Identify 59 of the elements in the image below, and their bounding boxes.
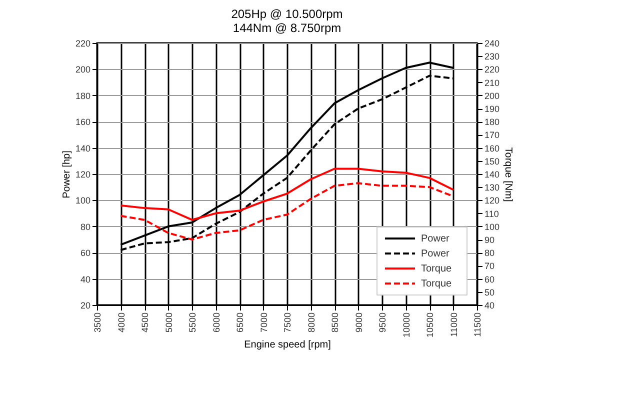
y-tick-label: 100	[75, 196, 90, 206]
x-tick-label: 4000	[116, 312, 126, 333]
x-tick-label: 3500	[92, 312, 102, 333]
line-series	[120, 168, 454, 221]
x-tick-label: 6500	[235, 312, 245, 333]
y2-tick-label: 50	[484, 287, 495, 298]
legend-label: Power	[421, 248, 450, 260]
y2-tick-label: 160	[484, 143, 500, 154]
x-tick-label: 4500	[140, 312, 150, 333]
y2-tick-label: 180	[484, 117, 500, 128]
y-tick-label: 60	[80, 248, 90, 258]
y-tick-label: 160	[75, 117, 90, 128]
y2-tick-label: 240	[484, 38, 500, 48]
y2-tick-label: 190	[484, 104, 500, 114]
y2-tick-label: 80	[484, 248, 495, 258]
y2-tick-label: 100	[484, 222, 500, 232]
x-tick-label: 8500	[330, 312, 340, 333]
x-tick-label: 9500	[378, 312, 388, 333]
x-tick-label: 5500	[188, 312, 198, 333]
y-tick-label: 200	[75, 64, 90, 75]
y2-tick-label: 210	[484, 78, 500, 88]
x-tick-label: 10500	[425, 312, 435, 338]
y2-tick-label: 230	[484, 52, 500, 62]
text: 144Nm @ 8.750rpm	[232, 21, 342, 35]
x-tick-label: 9000	[354, 312, 364, 333]
y-tick-label: 40	[80, 274, 90, 284]
text: 205Hp @ 10.500rpm	[231, 7, 343, 21]
legend-label: Power	[421, 234, 450, 244]
x-tick-label: 6000	[211, 312, 222, 333]
y2-tick-label: 140	[484, 170, 500, 180]
legend-label: Torque	[421, 264, 452, 274]
y2-tick-label: 70	[484, 261, 495, 272]
y-tick-label: 220	[75, 38, 90, 48]
x-axis-title: Engine speed [rpm]	[244, 340, 332, 351]
x-tick-label: 10000	[401, 312, 412, 338]
x-tick-label: 8000	[306, 312, 316, 333]
legend-label: Torque	[421, 278, 452, 290]
x-tick-label: 11000	[448, 312, 459, 337]
y2-tick-label: 220	[484, 64, 500, 75]
x-tick-label: 11500	[472, 312, 482, 337]
y-tick-label: 20	[80, 300, 90, 310]
y2-tick-label: 110	[484, 208, 499, 219]
x-tick-label: 5000	[164, 312, 174, 333]
y2-tick-label: 60	[484, 274, 495, 284]
y2-tick-label: 130	[484, 182, 500, 193]
y-tick-label: 80	[80, 222, 90, 232]
y2-tick-label: 170	[484, 130, 500, 140]
y2-tick-label: 120	[484, 196, 500, 206]
x-tick-label: 7500	[282, 312, 292, 333]
y2-tick-label: 150	[484, 156, 500, 166]
y-tick-label: 120	[75, 170, 90, 180]
y-tick-label: 180	[75, 90, 90, 101]
y2-tick-label: 200	[484, 90, 500, 101]
x-tick-label: 7000	[258, 312, 269, 333]
y2-tick-label: 90	[484, 235, 495, 245]
y2-axis-title: Torque [Nm]	[502, 147, 514, 202]
y2-tick-label: 40	[484, 300, 495, 310]
y-axis-title: Power [hp]	[61, 150, 72, 198]
y-tick-label: 140	[75, 143, 90, 154]
